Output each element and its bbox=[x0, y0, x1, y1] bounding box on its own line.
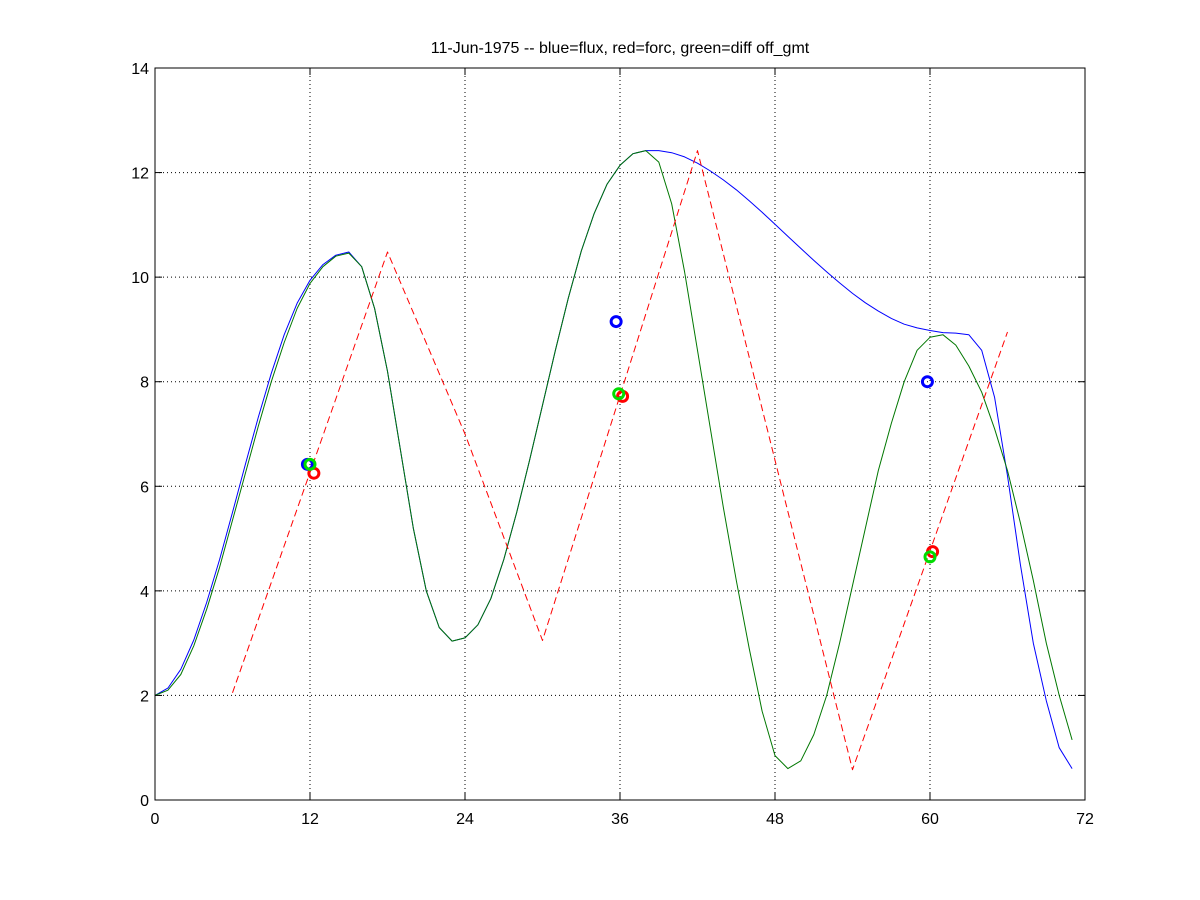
circle-marker bbox=[609, 315, 623, 329]
series-line-forc-line bbox=[232, 150, 1008, 771]
y-tick-label: 0 bbox=[140, 793, 149, 810]
y-tick-label: 8 bbox=[140, 375, 149, 392]
x-tick-label: 60 bbox=[921, 811, 939, 828]
circle-marker bbox=[920, 375, 934, 389]
chart-title: 11-Jun-1975 -- blue=flux, red=forc, gree… bbox=[431, 40, 810, 57]
x-tick-label: 36 bbox=[611, 811, 629, 828]
markers bbox=[300, 315, 940, 564]
y-tick-label: 4 bbox=[140, 584, 149, 601]
x-tick-label: 72 bbox=[1076, 811, 1094, 828]
series-line-diff-line bbox=[154, 150, 1073, 770]
y-tick-label: 6 bbox=[140, 479, 149, 496]
x-tick-label: 24 bbox=[456, 811, 474, 828]
circle-marker bbox=[612, 387, 626, 401]
y-tick-label: 10 bbox=[131, 270, 149, 287]
circle-marker bbox=[923, 550, 937, 564]
y-tick-label: 12 bbox=[131, 166, 149, 183]
plot-frame bbox=[154, 67, 1086, 801]
circle-marker bbox=[303, 457, 317, 471]
series-lines bbox=[154, 150, 1073, 771]
x-tick-label: 0 bbox=[151, 811, 160, 828]
grid bbox=[155, 68, 1085, 800]
y-tick-label: 14 bbox=[131, 61, 149, 78]
x-tick-label: 12 bbox=[301, 811, 319, 828]
series-line-flux-line bbox=[154, 150, 1073, 769]
y-tick-label: 2 bbox=[140, 688, 149, 705]
x-tick-label: 48 bbox=[766, 811, 784, 828]
